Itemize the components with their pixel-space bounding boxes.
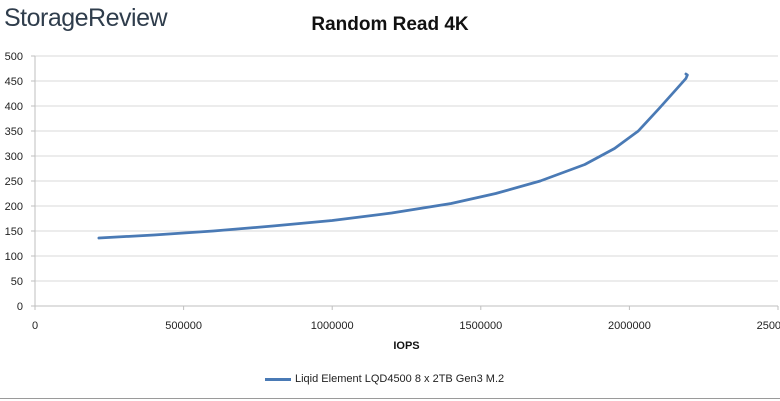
y-tick-100: 100 bbox=[5, 251, 23, 263]
x-tick-labels: 0 500000 1000000 1500000 2000000 2500000 bbox=[32, 320, 780, 332]
y-tick-400: 400 bbox=[5, 101, 23, 113]
y-tick-150: 150 bbox=[5, 226, 23, 238]
legend-label: Liqid Element LQD4500 8 x 2TB Gen3 M.2 bbox=[295, 373, 505, 385]
legend: Liqid Element LQD4500 8 x 2TB Gen3 M.2 bbox=[265, 373, 504, 385]
y-tick-0: 0 bbox=[17, 301, 23, 313]
x-tick-1500000: 1500000 bbox=[459, 320, 502, 332]
gridlines bbox=[35, 55, 778, 282]
y-tick-200: 200 bbox=[5, 201, 23, 213]
y-tick-labels: 0 50 100 150 200 250 300 350 400 450 500 bbox=[5, 51, 23, 313]
x-tick-500000: 500000 bbox=[165, 320, 202, 332]
x-tick-0: 0 bbox=[32, 320, 38, 332]
y-tick-250: 250 bbox=[5, 176, 23, 188]
frame-divider bbox=[0, 398, 780, 399]
axes bbox=[31, 55, 779, 310]
series-line-0 bbox=[97, 72, 689, 240]
y-tick-50: 50 bbox=[11, 276, 23, 288]
y-tick-450: 450 bbox=[5, 76, 23, 88]
y-tick-350: 350 bbox=[5, 126, 23, 138]
chart-title: Random Read 4K bbox=[311, 14, 469, 35]
y-tick-300: 300 bbox=[5, 151, 23, 163]
x-tick-2000000: 2000000 bbox=[608, 320, 651, 332]
series-lines bbox=[97, 72, 689, 240]
legend-swatch bbox=[265, 377, 291, 381]
x-tick-2500000: 2500000 bbox=[757, 320, 780, 332]
storagereview-logo: StorageReview bbox=[4, 4, 168, 32]
x-axis-label: IOPS bbox=[393, 340, 419, 352]
x-tick-1000000: 1000000 bbox=[311, 320, 354, 332]
y-tick-500: 500 bbox=[5, 51, 23, 63]
